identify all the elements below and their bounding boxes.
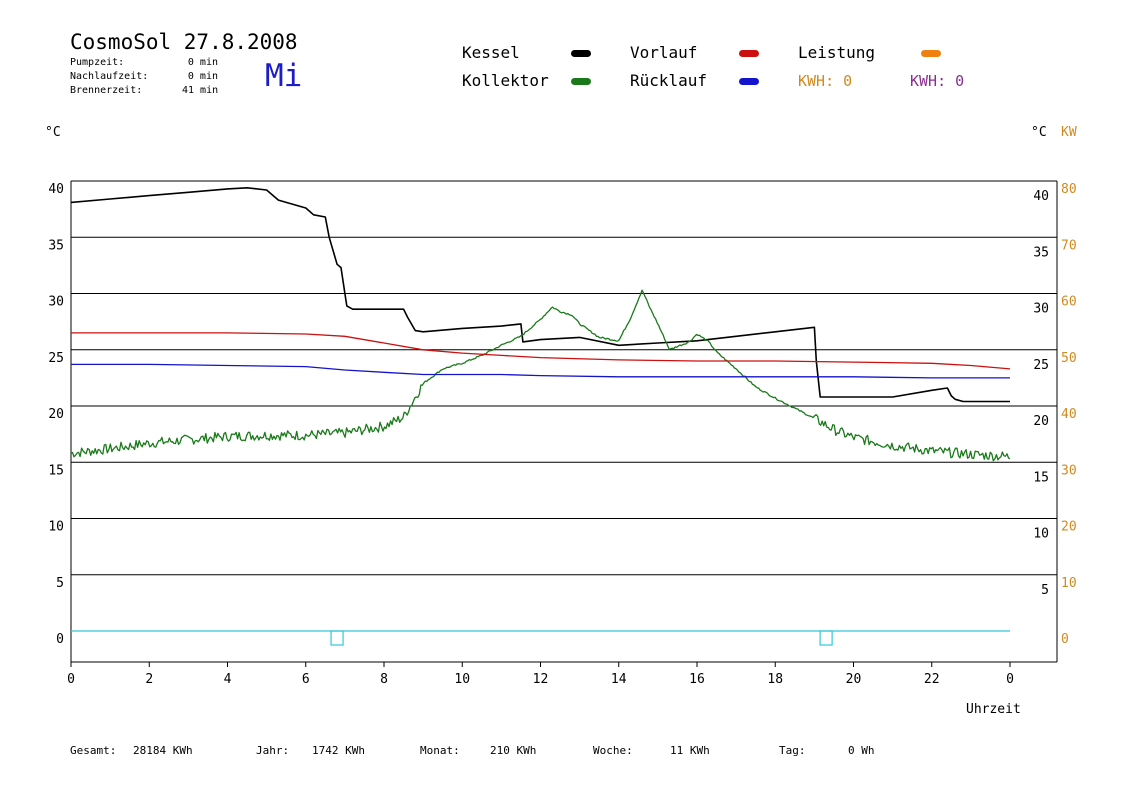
y-right-kw-tick-label: 30: [1061, 463, 1077, 478]
stat-brennerzeit-label: Brennerzeit:: [70, 85, 143, 96]
legend-kollektor-swatch: [571, 78, 591, 85]
footer-gesamt-label: Gesamt:: [70, 744, 117, 757]
footer-tag-value: 0 Wh: [848, 744, 875, 757]
y-left-tick-label: 5: [56, 576, 64, 591]
chart-gridlines: [71, 180, 1057, 576]
y-right-kw-tick-label: 60: [1061, 295, 1077, 310]
legend-vorlauf-swatch: [739, 50, 759, 57]
stat-brennerzeit: Brennerzeit: 41 min: [70, 85, 218, 96]
y-left-tick-label: 40: [48, 182, 64, 197]
stat-brennerzeit-value: 41 min: [182, 85, 219, 96]
x-tick-label: 6: [302, 672, 310, 687]
x-tick-label: 18: [767, 672, 783, 687]
legend-kessel-label: Kessel: [462, 43, 520, 62]
stat-pumpzeit-label: Pumpzeit:: [70, 57, 125, 68]
y-right-kw-tick-label: 80: [1061, 182, 1077, 197]
y-right-c-tick-label: 40: [1033, 189, 1049, 204]
y-right-c-tick-label: 15: [1033, 470, 1049, 485]
y-right-kw-tick-label: 40: [1061, 407, 1077, 422]
y-left-tick-label: 10: [48, 520, 64, 535]
y-left-tick-label: 35: [48, 238, 64, 253]
footer-gesamt-value: 28184 KWh: [133, 744, 193, 757]
x-tick-label: 22: [924, 672, 940, 687]
chart-tick-labels: 0 2 4 6 8 10 12 14 16 18 20 22 0 0 5 10 15 20 25 30 35 40 5 10 1…: [48, 182, 1076, 687]
footer-woche-label: Woche:: [593, 744, 633, 757]
series-line-ruecklauf: [71, 363, 1010, 379]
left-axis-unit: °C: [45, 125, 61, 140]
pump-marker: [330, 630, 344, 646]
x-tick-label: 2: [145, 672, 153, 687]
x-tick-label: 16: [689, 672, 705, 687]
legend-kollektor-label: Kollektor: [462, 71, 549, 90]
series-line-vorlauf: [71, 332, 1011, 370]
footer-tag-label: Tag:: [779, 744, 806, 757]
y-left-tick-label: 30: [48, 295, 64, 310]
chart-axes: [70, 181, 1058, 667]
footer-monat-value: 210 KWh: [490, 744, 537, 757]
stat-nachlaufzeit-label: Nachlaufzeit:: [70, 71, 149, 82]
series-line-kessel: [70, 187, 1010, 403]
y-left-tick-label: 15: [48, 463, 64, 478]
kwh-purple-readout: KWH: 0: [910, 72, 965, 90]
y-right-c-tick-label: 5: [1041, 583, 1049, 598]
weekday-label: Mi: [265, 58, 303, 94]
x-tick-label: 8: [380, 672, 388, 687]
y-right-kw-tick-label: 50: [1061, 351, 1077, 366]
x-tick-label: 12: [533, 672, 549, 687]
y-right-kw-tick-label: 0: [1061, 632, 1069, 647]
pump-marker: [819, 630, 833, 646]
x-axis-label: Uhrzeit: [966, 702, 1021, 717]
y-right-kw-tick-label: 10: [1061, 576, 1077, 591]
kwh-orange-readout: KWH: 0: [798, 72, 853, 90]
y-right-c-tick-label: 30: [1033, 302, 1049, 317]
chart-series: [70, 187, 1011, 646]
x-tick-label: 4: [224, 672, 232, 687]
footer-monat-label: Monat:: [420, 744, 460, 757]
footer-jahr-value: 1742 KWh: [312, 744, 365, 757]
x-tick-label: 14: [611, 672, 627, 687]
footer-woche-value: 11 KWh: [670, 744, 710, 757]
right-axis-unit-kw: KW: [1061, 125, 1077, 140]
x-tick-label: 0: [67, 672, 75, 687]
right-axis-unit-celsius: °C: [1031, 125, 1047, 140]
y-right-c-tick-label: 35: [1033, 245, 1049, 260]
y-right-kw-tick-label: 20: [1061, 520, 1077, 535]
y-right-kw-tick-label: 70: [1061, 238, 1077, 253]
legend-ruecklauf-label: Rücklauf: [630, 71, 708, 90]
legend-leistung-swatch: [921, 50, 941, 57]
y-left-tick-label: 0: [56, 632, 64, 647]
y-left-tick-label: 20: [48, 407, 64, 422]
legend-kessel-swatch: [571, 50, 591, 57]
legend-vorlauf-label: Vorlauf: [630, 43, 698, 62]
x-tick-label: 20: [846, 672, 862, 687]
y-right-c-tick-label: 25: [1033, 358, 1049, 373]
stat-nachlaufzeit: Nachlaufzeit: 0 min: [70, 71, 218, 82]
stat-nachlaufzeit-value: 0 min: [187, 71, 218, 82]
stat-pumpzeit-value: 0 min: [187, 57, 218, 68]
y-right-c-tick-label: 20: [1033, 414, 1049, 429]
x-tick-label: 0: [1006, 672, 1014, 687]
legend-ruecklauf-swatch: [739, 78, 759, 85]
series-line-kollektor: [70, 289, 1011, 462]
footer-jahr-label: Jahr:: [256, 744, 290, 757]
chart-title: CosmoSol 27.8.2008: [70, 30, 298, 54]
y-right-c-tick-label: 10: [1033, 527, 1049, 542]
stat-pumpzeit: Pumpzeit: 0 min: [70, 57, 218, 68]
x-tick-label: 10: [454, 672, 470, 687]
y-left-tick-label: 25: [48, 351, 64, 366]
legend-leistung-label: Leistung: [798, 43, 876, 62]
